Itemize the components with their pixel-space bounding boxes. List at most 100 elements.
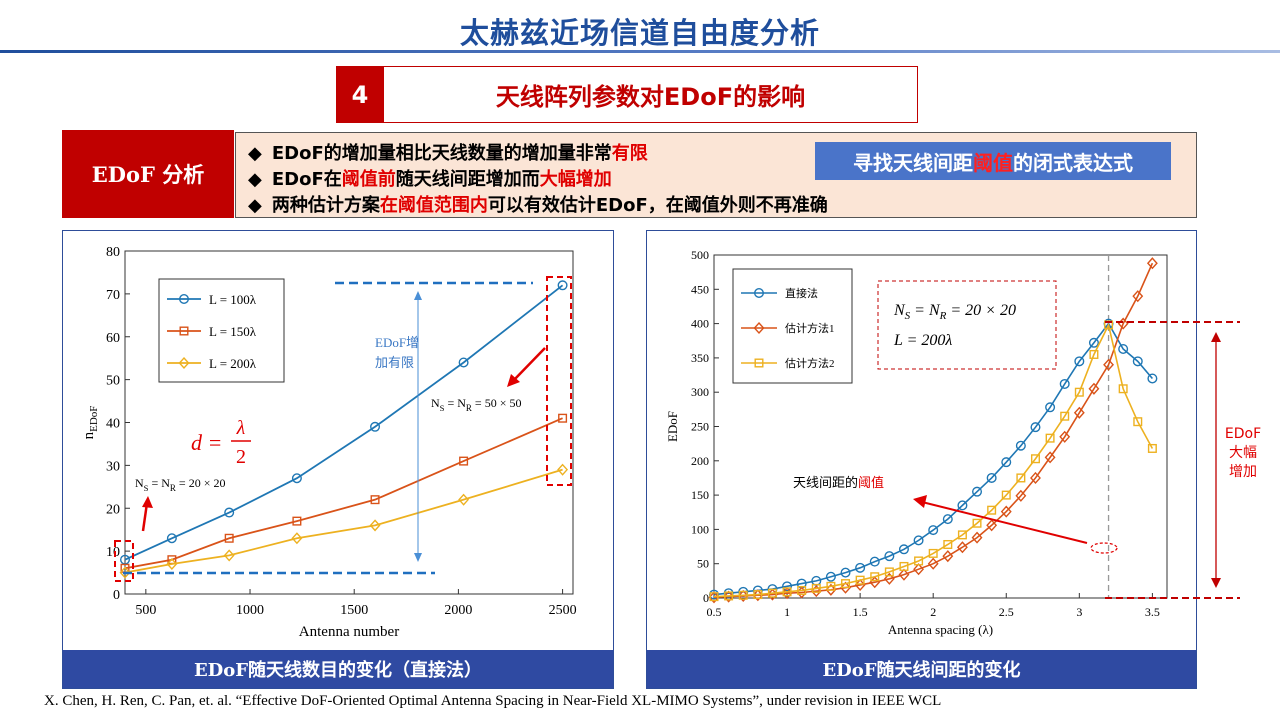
data-point: [708, 591, 720, 604]
y-tick-label: 200: [691, 454, 709, 468]
series-line-3: [124, 468, 563, 574]
data-point: [840, 567, 851, 578]
bullet-highlight: 阈值前: [341, 169, 396, 190]
data-point: [1074, 356, 1085, 367]
data-point: [224, 533, 234, 543]
x-tick-label: 3.5: [1145, 605, 1160, 619]
data-point: [797, 585, 807, 595]
data-point: [782, 581, 793, 592]
x-tick-label: 1500: [340, 603, 368, 618]
data-point: [1044, 451, 1056, 464]
data-point: [369, 519, 381, 532]
data-point: [956, 541, 968, 554]
legend-label: 估计方法2: [785, 356, 835, 370]
data-point: [1030, 454, 1040, 464]
data-point: [986, 519, 998, 532]
data-point: [972, 518, 982, 528]
data-point: [1015, 440, 1026, 451]
data-point: [1147, 443, 1157, 453]
edof-increase-line2: 大幅: [1229, 445, 1257, 461]
x-tick-label: 1000: [236, 603, 264, 618]
formula-denominator: 2: [236, 446, 246, 468]
y-axis-label: EDoF: [665, 411, 680, 442]
range-arrow-head-bottom: [414, 553, 422, 562]
data-point: [166, 557, 178, 571]
series-line-1: [713, 322, 1153, 596]
x-tick-label: 2.5: [999, 605, 1014, 619]
right-figure-caption: EDoF随天线间距的变化: [647, 650, 1196, 688]
y-tick-label: 350: [691, 351, 709, 365]
data-point: [370, 495, 380, 505]
data-point: [1045, 402, 1056, 413]
data-point: [1030, 422, 1041, 433]
callout-text-end: 的闭式表达式: [1013, 150, 1133, 175]
data-point: [557, 280, 568, 291]
left-figure-caption: EDoF随天线数目的变化（直接法）: [63, 650, 613, 688]
data-point: [1074, 387, 1084, 397]
data-point: [884, 551, 895, 562]
edof-increase-line3: 增加: [1229, 464, 1257, 480]
params-line2: L = 200λ: [893, 332, 952, 349]
x-tick-label: 0.5: [707, 605, 722, 619]
edof-increase-label: EDoF 大幅 增加: [1218, 425, 1268, 482]
title-underline: [0, 50, 1280, 53]
x-tick-label: 2: [930, 605, 936, 619]
bullet-text: EDoF的增加量相比天线数量的增加量非常: [271, 143, 612, 164]
bullet-highlight: 有限: [611, 143, 648, 164]
y-tick-label: 60: [106, 331, 120, 346]
data-point: [557, 463, 569, 476]
bullet-3: ◆ 两种估计方案在阈值范围内可以有效估计EDoF，在阈值外则不再准确: [248, 191, 828, 217]
data-point: [292, 516, 302, 526]
data-point: [826, 581, 836, 591]
y-tick-label: 150: [691, 488, 709, 502]
legend-marker: [178, 294, 189, 305]
y-tick-label: 400: [691, 317, 709, 331]
data-point: [459, 456, 469, 466]
x-tick-label: 500: [135, 603, 156, 618]
y-tick-label: 30: [106, 459, 120, 474]
data-point: [884, 567, 894, 577]
threshold-arrow-head: [913, 495, 927, 508]
data-point: [738, 590, 748, 600]
data-point: [458, 493, 470, 506]
data-point: [291, 473, 302, 484]
arrow-small: [141, 502, 149, 532]
data-point: [1059, 430, 1071, 443]
data-point: [1118, 384, 1128, 394]
ns-large-label: NS = NR = 50 × 50: [431, 396, 521, 413]
bullet-text: 随天线间距增加而: [395, 169, 540, 190]
data-point: [987, 505, 997, 515]
data-point: [224, 507, 235, 518]
data-point: [1088, 337, 1099, 348]
data-point: [223, 549, 235, 562]
data-point: [928, 525, 939, 536]
data-point: [943, 539, 953, 549]
antenna-number-chart: 0 10 20 30 40 50 60 70 80 500 1000 1500 2000 2500 Ante…: [81, 245, 577, 640]
bullet-text: EDoF在: [271, 169, 342, 190]
data-point: [1133, 417, 1143, 427]
section-title: 天线阵列参数对EDoF的影响: [384, 66, 918, 123]
legend-marker: [178, 356, 190, 370]
antenna-spacing-chart: 0 50 100 150 200 250 300 350 400 450 500 0.5 1 1.5 2 2.…: [665, 248, 1168, 637]
data-point: [869, 556, 880, 567]
data-point: [927, 557, 939, 570]
increase-note-line1: EDoF增: [375, 335, 419, 350]
bullet-marker: ◆: [248, 143, 262, 164]
legend-label: 直接法: [785, 286, 818, 300]
bullet-marker: ◆: [248, 195, 262, 216]
y-tick-label: 0: [703, 591, 709, 605]
data-point: [458, 357, 469, 368]
legend-marker: [179, 326, 189, 336]
series-line-1: [124, 284, 564, 561]
data-point: [942, 514, 953, 525]
data-point: [709, 592, 719, 602]
data-point: [723, 590, 735, 603]
y-tick-label: 10: [106, 545, 120, 560]
data-point: [972, 486, 983, 497]
left-figure-panel: 0 10 20 30 40 50 60 70 80 500 1000 1500 2000 2500 Ante…: [62, 230, 614, 689]
data-point: [1015, 489, 1027, 502]
data-point: [986, 472, 997, 483]
legend-marker: [754, 358, 764, 368]
page-title: 太赫兹近场信道自由度分析: [459, 16, 820, 50]
